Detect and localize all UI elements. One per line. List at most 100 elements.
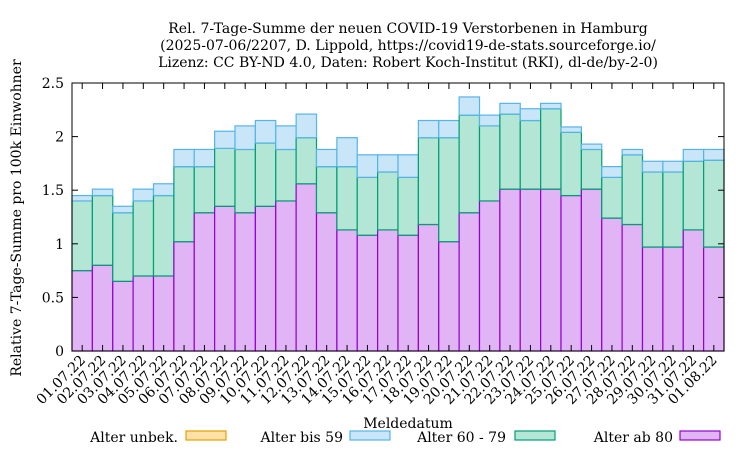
bar-alter-ab-80 [703, 246, 725, 352]
bar-alter-60-79 [214, 147, 236, 207]
bar-alter-ab-80 [641, 246, 664, 352]
bar-alter-bis-59 [641, 160, 664, 173]
bar-alter-ab-80 [560, 194, 582, 352]
bar-alter-60-79 [703, 159, 725, 248]
chart-title: Rel. 7-Tage-Summe der neuen COVID-19 Ver… [158, 21, 658, 71]
bar-layer [71, 96, 725, 352]
bar-alter-ab-80 [682, 229, 705, 352]
title-line-2: (2025-07-06/2207, D. Lippold, https://co… [160, 38, 656, 54]
bar-alter-60-79 [499, 113, 521, 190]
y-tick-label: 0.5 [42, 290, 64, 306]
bar-alter-ab-80 [662, 246, 684, 352]
y-tick-label: 1 [55, 237, 64, 253]
bar-alter-bis-59 [234, 125, 256, 151]
legend-swatch-alter-unbek [185, 430, 227, 441]
legend-label-alter-60-79: Alter 60 - 79 [416, 430, 506, 446]
legend-swatch-alter-ab-80 [679, 430, 721, 441]
bar-alter-bis-59 [438, 119, 460, 139]
legend-swatch-alter-bis-59 [349, 430, 391, 441]
bar-alter-60-79 [152, 194, 175, 277]
bar-alter-ab-80 [275, 200, 297, 352]
bar-alter-bis-59 [478, 114, 501, 127]
bar-alter-60-79 [621, 154, 644, 226]
bar-alter-ab-80 [478, 200, 501, 352]
bar-alter-60-79 [132, 200, 155, 277]
bar-alter-ab-80 [417, 223, 440, 352]
bar-alter-bis-59 [662, 160, 684, 173]
bar-alter-bis-59 [336, 137, 358, 168]
bar-alter-60-79 [601, 176, 623, 219]
bar-alter-bis-59 [193, 148, 216, 168]
bar-alter-bis-59 [214, 130, 236, 149]
bar-alter-60-79 [234, 148, 256, 214]
bar-alter-ab-80 [499, 188, 521, 352]
axes-layer: 00.511.522.501.07.2202.07.2203.07.2204.0… [34, 76, 725, 408]
bar-alter-60-79 [540, 108, 562, 190]
bar-alter-60-79 [662, 171, 684, 248]
bar-alter-60-79 [438, 137, 460, 243]
bar-alter-ab-80 [540, 188, 562, 352]
bar-alter-bis-59 [417, 119, 440, 139]
bar-alter-ab-80 [438, 241, 460, 352]
bar-alter-ab-80 [519, 188, 542, 352]
legend-label-alter-bis-59: Alter bis 59 [259, 430, 343, 446]
bar-alter-60-79 [377, 171, 399, 231]
bar-alter-ab-80 [193, 212, 216, 352]
bar-alter-bis-59 [540, 102, 562, 110]
bar-alter-ab-80 [254, 205, 277, 352]
bar-alter-ab-80 [356, 234, 379, 352]
title-line-3: Lizenz: CC BY-ND 4.0, Daten: Robert Koch… [158, 55, 658, 71]
bar-alter-bis-59 [295, 113, 318, 139]
bar-alter-bis-59 [519, 108, 542, 122]
bar-alter-bis-59 [560, 126, 582, 133]
bar-alter-60-79 [580, 148, 603, 190]
bar-alter-60-79 [91, 194, 114, 266]
bar-alter-bis-59 [458, 96, 481, 116]
bar-alter-ab-80 [295, 183, 318, 352]
bar-alter-60-79 [254, 142, 277, 207]
legend: Alter unbek. Alter bis 59 Alter 60 - 79 Alt… [89, 430, 721, 446]
bar-alter-bis-59 [152, 183, 175, 197]
y-tick-label: 1.5 [42, 183, 64, 199]
bar-alter-60-79 [71, 200, 93, 272]
bar-alter-bis-59 [621, 148, 644, 156]
legend-label-alter-ab-80: Alter ab 80 [593, 430, 673, 446]
bar-alter-ab-80 [377, 229, 399, 352]
bar-alter-bis-59 [397, 154, 419, 178]
bar-alter-ab-80 [458, 212, 481, 352]
plot-frame [71, 82, 725, 352]
bar-alter-60-79 [397, 176, 419, 236]
bar-alter-bis-59 [275, 125, 297, 151]
bar-alter-60-79 [417, 137, 440, 226]
title-line-1: Rel. 7-Tage-Summe der neuen COVID-19 Ver… [168, 21, 648, 37]
bar-alter-ab-80 [112, 280, 134, 352]
bar-alter-bis-59 [173, 148, 195, 168]
bar-alter-bis-59 [71, 194, 93, 202]
bar-alter-bis-59 [377, 154, 399, 173]
y-tick-label: 2.5 [42, 76, 64, 92]
bar-alter-bis-59 [580, 143, 603, 151]
bar-alter-bis-59 [315, 148, 338, 168]
bar-alter-ab-80 [234, 212, 256, 352]
bar-alter-60-79 [682, 160, 705, 231]
bar-alter-60-79 [458, 114, 481, 214]
bar-alter-60-79 [112, 212, 134, 282]
bar-alter-ab-80 [132, 275, 155, 352]
bar-alter-ab-80 [214, 205, 236, 352]
bar-alter-60-79 [275, 148, 297, 202]
y-axis-label: Relative 7-Tage-Summe pro 100k Einwohner [9, 59, 25, 377]
bar-alter-60-79 [641, 171, 664, 248]
bar-alter-ab-80 [315, 212, 338, 352]
bar-alter-ab-80 [152, 275, 175, 352]
bar-alter-bis-59 [132, 188, 155, 202]
bar-alter-ab-80 [397, 234, 419, 352]
bar-alter-bis-59 [601, 166, 623, 178]
bar-alter-60-79 [295, 137, 318, 185]
bar-alter-bis-59 [91, 188, 114, 197]
y-tick-label: 2 [55, 130, 64, 146]
bar-alter-bis-59 [703, 148, 725, 161]
bar-alter-60-79 [193, 166, 216, 214]
bar-alter-ab-80 [71, 270, 93, 352]
bar-alter-60-79 [560, 131, 582, 197]
